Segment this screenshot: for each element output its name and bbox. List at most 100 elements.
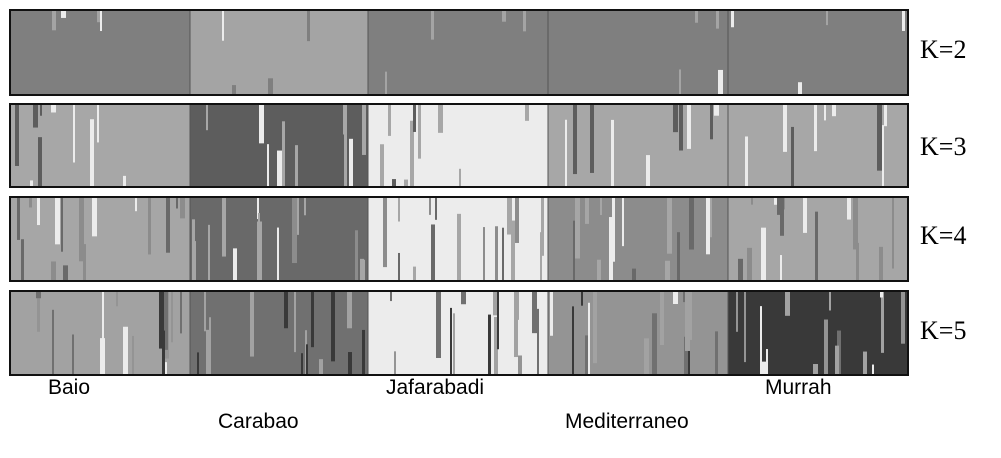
individual-strip: [282, 121, 285, 187]
individual-strip: [418, 104, 421, 159]
individual-strip: [38, 137, 42, 187]
individual-strip: [762, 361, 766, 375]
admixture-panels: [9, 9, 909, 376]
population-label-jafarabadi: Jafarabadi: [386, 376, 485, 399]
individual-strip: [347, 291, 352, 329]
individual-strip: [123, 175, 126, 187]
individual-strip: [40, 104, 42, 116]
individual-strip: [277, 150, 282, 187]
individual-strip: [718, 69, 723, 95]
individual-strip: [222, 10, 224, 41]
individual-strip: [511, 220, 515, 281]
individual-strip: [171, 291, 173, 343]
individual-strip: [159, 291, 164, 349]
individual-strip: [180, 197, 185, 219]
individual-strip: [679, 104, 683, 151]
individual-strip: [714, 104, 719, 116]
individual-strip: [829, 291, 831, 311]
individual-strip: [344, 134, 347, 187]
panel-frame-k3: [9, 103, 909, 188]
individual-strip: [550, 291, 553, 336]
individual-strip: [744, 291, 746, 363]
individual-strip: [176, 197, 178, 209]
individual-strip: [360, 258, 364, 281]
individual-strip: [760, 306, 762, 375]
individual-strip: [780, 255, 782, 281]
individual-strip: [710, 197, 712, 238]
individual-strip: [292, 197, 297, 264]
panel-frame-k4: [9, 196, 909, 282]
individual-strip: [349, 138, 353, 187]
individual-strip: [516, 291, 519, 320]
individual-strip: [33, 104, 38, 128]
individual-strip: [495, 226, 498, 281]
individual-strip: [457, 213, 461, 281]
individual-strip: [163, 291, 168, 350]
individual-strip: [575, 197, 580, 259]
individual-strip: [258, 213, 260, 281]
individual-strip: [90, 119, 94, 187]
individual-strip: [304, 197, 306, 216]
individual-strip: [803, 197, 807, 233]
individual-strip: [515, 197, 519, 243]
individual-strip: [30, 180, 33, 187]
individual-strip: [166, 197, 170, 253]
individual-strip: [307, 10, 310, 42]
individual-strip: [877, 104, 882, 171]
individual-strip: [679, 69, 681, 95]
individual-strip: [532, 291, 537, 334]
individual-strip: [413, 266, 416, 281]
individual-strip: [597, 259, 601, 281]
individual-strip: [502, 10, 506, 22]
individual-strip: [706, 197, 710, 255]
individual-strip: [523, 10, 526, 32]
individual-strip: [404, 179, 408, 187]
individual-strip: [901, 291, 905, 344]
individual-strip: [37, 291, 40, 332]
individual-strip: [541, 197, 544, 256]
k-label-4: K=4: [920, 221, 966, 250]
individual-strip: [297, 197, 299, 235]
individual-strip: [79, 197, 84, 262]
individual-strip: [747, 247, 752, 281]
population-block-carabao-k5: [190, 291, 368, 375]
individual-strip: [363, 259, 365, 281]
individual-strip: [611, 119, 614, 187]
individual-strip: [435, 197, 437, 220]
individual-strip: [783, 104, 787, 152]
individual-strip: [826, 10, 828, 26]
individual-strip: [390, 291, 392, 302]
individual-strip: [394, 351, 396, 375]
individual-strip: [83, 244, 86, 281]
individual-strip: [306, 344, 308, 375]
individual-strip: [362, 104, 366, 155]
population-label-baio: Baio: [48, 376, 91, 399]
individual-strip: [135, 197, 137, 212]
individual-strip: [745, 136, 748, 187]
individual-strip: [673, 104, 678, 133]
individual-strip: [180, 291, 182, 334]
individual-strip: [514, 291, 518, 358]
individual-strip: [301, 353, 303, 375]
individual-strip: [488, 314, 491, 375]
individual-strip: [431, 10, 434, 40]
individual-strip: [388, 104, 391, 136]
population-label-murrah: Murrah: [765, 376, 832, 399]
individual-strip: [398, 252, 400, 281]
individual-strip: [780, 197, 784, 236]
individual-strip: [63, 265, 68, 281]
individual-strip: [881, 291, 884, 353]
individual-strip: [667, 197, 672, 254]
individual-strip: [162, 330, 165, 375]
individual-strip: [52, 10, 56, 31]
individual-strip: [206, 104, 208, 131]
individual-strip: [685, 291, 690, 351]
individual-strip: [716, 10, 719, 29]
individual-strip: [518, 355, 522, 375]
individual-strip: [736, 291, 738, 332]
individual-strip: [204, 291, 206, 332]
individual-strip: [572, 306, 574, 375]
individual-strip: [581, 291, 583, 306]
individual-strip: [715, 331, 718, 375]
individual-strip: [17, 197, 20, 240]
